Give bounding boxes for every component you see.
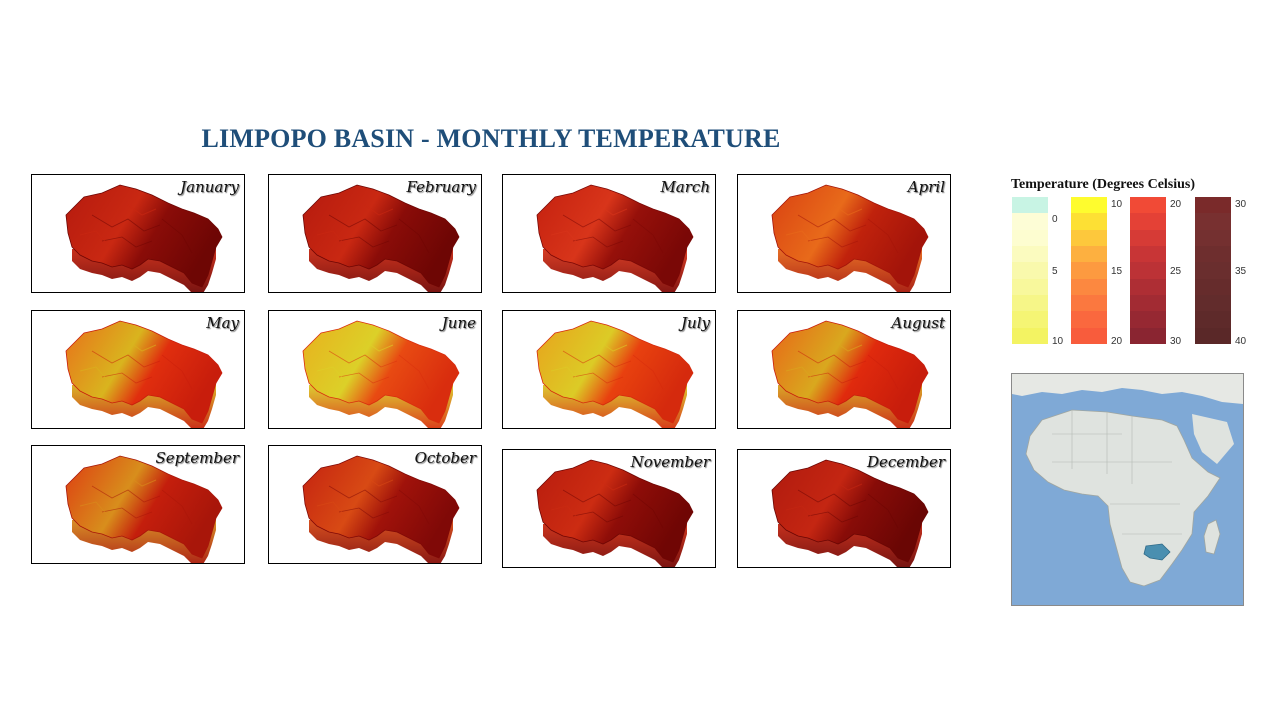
month-panel-november: November	[502, 449, 716, 568]
basin-relief-map	[771, 184, 929, 292]
legend-title: Temperature (Degrees Celsius)	[1011, 177, 1196, 192]
legend-tick-label: 10	[1052, 336, 1064, 347]
legend-color-ramp	[1071, 197, 1107, 344]
month-label: March	[660, 178, 710, 196]
basin-relief-map	[771, 320, 929, 428]
legend-tick-label: 25	[1170, 266, 1182, 277]
basin-relief-map	[302, 184, 460, 292]
legend-tick-label: 0	[1052, 214, 1058, 225]
month-label: June	[441, 314, 476, 332]
legend-tick-label: 15	[1111, 266, 1123, 277]
month-label: February	[406, 178, 477, 196]
page-title: LIMPOPO BASIN - MONTHLY TEMPERATURE	[201, 124, 781, 153]
legend-tick-label: 20	[1111, 336, 1123, 347]
legend-tick-label: 5	[1052, 266, 1058, 277]
legend-tick-label: 20	[1170, 199, 1182, 210]
month-panel-march: March	[502, 174, 716, 293]
month-panel-june: June	[268, 310, 482, 429]
month-panel-may: May	[31, 310, 245, 429]
month-panel-january: January	[31, 174, 245, 293]
basin-relief-map	[302, 320, 460, 428]
month-label: May	[206, 314, 239, 332]
month-panel-april: April	[737, 174, 951, 293]
legend-color-ramp	[1130, 197, 1166, 344]
africa-locator-map	[1011, 373, 1244, 606]
legend-color-ramp	[1012, 197, 1048, 344]
month-panel-october: October	[268, 445, 482, 564]
basin-relief-map	[65, 320, 223, 428]
month-panel-february: February	[268, 174, 482, 293]
month-label: January	[180, 178, 239, 196]
month-label: December	[866, 453, 945, 471]
legend-tick-label: 10	[1111, 199, 1123, 210]
month-label: April	[907, 178, 945, 196]
legend-tick-label: 35	[1235, 266, 1247, 277]
legend-tick-label: 30	[1235, 199, 1247, 210]
basin-relief-map	[771, 459, 929, 567]
basin-relief-map	[302, 455, 460, 563]
month-label: October	[414, 449, 476, 467]
legend-color-ramp	[1195, 197, 1231, 344]
basin-relief-map	[65, 455, 223, 563]
month-label: July	[681, 314, 710, 332]
basin-relief-map	[536, 459, 694, 567]
legend-tick-label: 40	[1235, 336, 1247, 347]
basin-relief-map	[536, 184, 694, 292]
month-panel-december: December	[737, 449, 951, 568]
month-label: September	[155, 449, 239, 467]
legend-tick-label: 30	[1170, 336, 1182, 347]
month-label: November	[630, 453, 710, 471]
month-panel-september: September	[31, 445, 245, 564]
month-label: August	[891, 314, 945, 332]
basin-relief-map	[65, 184, 223, 292]
basin-relief-map	[536, 320, 694, 428]
month-panel-july: July	[502, 310, 716, 429]
month-panel-august: August	[737, 310, 951, 429]
